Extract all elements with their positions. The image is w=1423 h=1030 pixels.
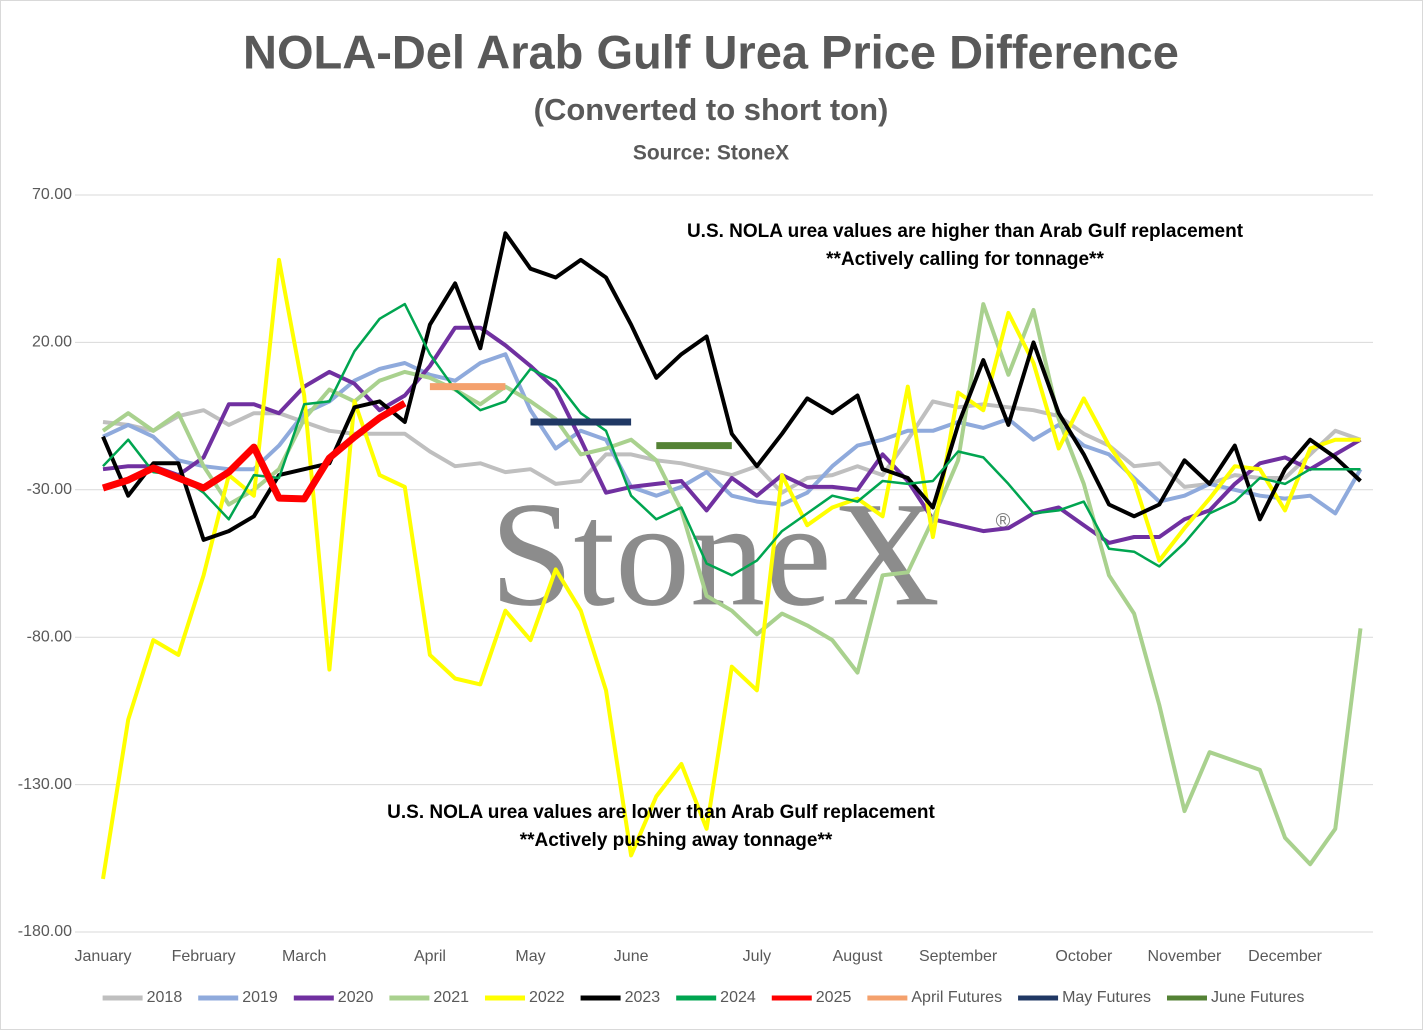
- series-line: [102, 302, 1361, 577]
- annotation: U.S. NOLA urea values are higher than Ar…: [687, 221, 1244, 242]
- y-tick-label: -180.00: [18, 923, 72, 940]
- y-tick-label: -30.00: [27, 481, 72, 498]
- legend-item: 2021: [389, 989, 469, 1006]
- chart-title: NOLA-Del Arab Gulf Urea Price Difference: [243, 25, 1179, 78]
- x-tick-label: July: [743, 948, 771, 965]
- x-tick-label: May: [515, 948, 545, 965]
- annotation: U.S. NOLA urea values are lower than Ara…: [387, 802, 935, 823]
- series-line: [102, 399, 1362, 495]
- legend-label: April Futures: [911, 989, 1002, 1006]
- legend-item: 2019: [198, 989, 278, 1006]
- legend-label: 2022: [529, 989, 565, 1006]
- x-tick-label: April: [414, 948, 446, 965]
- series-line: [101, 400, 407, 503]
- annotation: **Actively calling for tonnage**: [826, 249, 1104, 270]
- legend-label: 2021: [433, 989, 469, 1006]
- legend-item: 2022: [484, 989, 565, 1006]
- x-tick-label: November: [1148, 948, 1222, 965]
- x-tick-label: September: [919, 948, 998, 965]
- annotation: **Actively pushing away tonnage**: [520, 830, 833, 851]
- y-tick-label: 70.00: [32, 186, 72, 203]
- legend-item: June Futures: [1166, 989, 1304, 1006]
- legend-label: 2019: [242, 989, 278, 1006]
- x-tick-label: August: [833, 948, 883, 965]
- x-tick-label: October: [1055, 948, 1113, 965]
- legend-item: 2023: [580, 989, 661, 1006]
- legend-label: 2024: [720, 989, 756, 1006]
- legend-item: 2018: [102, 989, 183, 1006]
- chart-source: Source: StoneX: [633, 142, 789, 165]
- legend-label: 2025: [816, 989, 852, 1006]
- x-tick-label: January: [75, 948, 132, 965]
- y-tick-label: -80.00: [27, 628, 72, 645]
- grid: -180.00 -130.00 -80.00 -30.00 20.00 70.00 Janu…: [18, 186, 1373, 965]
- legend-item: April Futures: [867, 989, 1002, 1006]
- legend-item: 2020: [293, 989, 374, 1006]
- legend-label: 2020: [338, 989, 374, 1006]
- legend-label: 2018: [147, 989, 183, 1006]
- y-tick-label: -130.00: [18, 776, 72, 793]
- x-tick-label: February: [172, 948, 236, 965]
- legend-item: 2025: [771, 989, 852, 1006]
- x-tick-label: March: [282, 948, 326, 965]
- plot-area: [101, 231, 1363, 880]
- y-tick-label: 20.00: [32, 334, 72, 351]
- x-tick-label: December: [1248, 948, 1322, 965]
- legend-item: May Futures: [1018, 989, 1151, 1006]
- legend-label: 2023: [625, 989, 661, 1006]
- legend-item: 2024: [676, 989, 756, 1006]
- legend: 2018 2019 2020 2021 2022 2023 2024 2025 April Fu…: [102, 989, 1304, 1006]
- series-line: [101, 231, 1362, 542]
- chart-subtitle: (Converted to short ton): [534, 92, 889, 127]
- legend-label: June Futures: [1211, 989, 1304, 1006]
- legend-label: May Futures: [1062, 989, 1151, 1006]
- series-line: [101, 302, 1363, 867]
- x-tick-label: June: [614, 948, 649, 965]
